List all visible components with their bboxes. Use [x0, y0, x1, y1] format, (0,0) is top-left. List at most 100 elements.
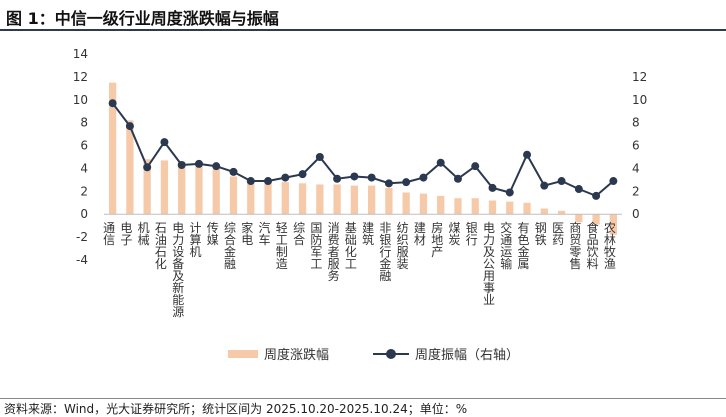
- bar: [385, 187, 393, 215]
- category-label: 农林牧渔: [602, 221, 616, 269]
- right-axis-tick-label: 8: [632, 116, 640, 130]
- amplitude-point: [298, 170, 307, 179]
- left-axis-tick-label: 14: [73, 47, 88, 61]
- amplitude-point: [108, 99, 117, 108]
- left-axis-tick-label: 8: [80, 116, 88, 130]
- amplitude-point: [246, 177, 255, 186]
- category-label: 钢铁: [533, 221, 547, 245]
- category-label: 医药: [551, 221, 565, 245]
- left-axis-tick-label: 10: [73, 93, 88, 107]
- bar: [160, 160, 169, 215]
- bar: [368, 185, 376, 215]
- amplitude-point: [471, 162, 480, 171]
- category-label: 电子: [119, 221, 133, 245]
- right-axis-tick-label: 6: [632, 139, 640, 153]
- source-note: 资料来源：Wind，光大证券研究所；统计区间为 2025.10.20-2025.…: [4, 402, 468, 416]
- amplitude-point: [367, 173, 376, 182]
- right-axis-tick-label: 4: [632, 161, 640, 175]
- category-label: 消费者服务: [326, 221, 340, 281]
- bar: [126, 120, 134, 215]
- category-label: 煤炭: [447, 221, 461, 246]
- category-label: 有色金属: [516, 221, 530, 270]
- bar: [437, 195, 445, 215]
- amplitude-point: [177, 161, 186, 170]
- amplitude-point: [315, 153, 324, 161]
- title-divider: [0, 29, 726, 31]
- amplitude-point: [505, 188, 514, 197]
- category-label: 综合: [292, 221, 306, 245]
- category-label: 汽车: [257, 220, 271, 246]
- category-label: 综合金融: [223, 221, 237, 270]
- amplitude-point: [540, 181, 549, 190]
- amplitude-point: [350, 172, 359, 181]
- figure-title: 图 1：中信一级行业周度涨跌幅与振幅: [6, 9, 279, 28]
- bar: [212, 166, 220, 215]
- bar: [143, 159, 151, 215]
- left-axis-tick-label: -4: [76, 253, 88, 267]
- right-axis-tick-label: 12: [632, 70, 647, 84]
- category-label: 国防军工: [309, 221, 323, 269]
- bar: [247, 178, 255, 215]
- bar: [454, 198, 462, 215]
- bar: [523, 202, 531, 215]
- left-axis-tick-label: 4: [80, 161, 88, 175]
- left-axis-tick-label: 12: [73, 70, 88, 84]
- bar: [350, 185, 358, 215]
- amplitude-point: [557, 177, 566, 186]
- amplitude-point: [125, 122, 134, 131]
- category-label: 机械: [136, 221, 150, 245]
- bar: [333, 184, 341, 215]
- amplitude-point: [523, 150, 532, 159]
- bar: [506, 201, 514, 215]
- bar: [471, 198, 479, 215]
- category-label: 石油石化: [153, 221, 167, 270]
- right-axis-tick-label: 0: [632, 207, 640, 221]
- category-label: 电力及公用事业: [482, 221, 496, 305]
- legend-line-label: 周度振幅（右轴）: [415, 348, 520, 363]
- amplitude-point: [609, 177, 618, 186]
- amplitude-point: [333, 174, 342, 183]
- line-marker-icon: [373, 348, 410, 360]
- category-label: 建材: [412, 221, 426, 245]
- left-axis-tick-label: 2: [80, 184, 88, 198]
- left-axis-tick-label: 6: [80, 139, 88, 153]
- category-label: 房地产: [430, 220, 444, 258]
- amplitude-point: [143, 163, 152, 172]
- amplitude-point: [194, 159, 203, 168]
- amplitude-point: [592, 191, 601, 200]
- category-label: 传媒: [205, 220, 219, 245]
- bar: [557, 210, 566, 215]
- bar: [575, 214, 583, 223]
- bar: [402, 192, 410, 215]
- amplitude-point: [488, 183, 497, 192]
- bar: [298, 183, 307, 215]
- amplitude-point: [281, 173, 290, 182]
- amplitude-point: [574, 185, 583, 194]
- legend-bar-label: 周度涨跌幅: [264, 348, 330, 363]
- bar: [264, 181, 272, 215]
- chart-area: -4 -2 0 2 4 6 8 10 12 14 0 2 4 6 8 10 12 通信 电子 机械 石油石化 电力设备及新…: [73, 47, 648, 318]
- legend-item-line: 周度振幅（右轴）: [373, 344, 519, 363]
- amplitude-point: [419, 173, 428, 182]
- bar: [419, 193, 428, 215]
- bar: [229, 176, 238, 215]
- amplitude-point: [264, 177, 273, 186]
- bar: [609, 214, 617, 235]
- amplitude-point: [436, 158, 445, 167]
- category-label: 食品饮料: [585, 220, 599, 269]
- amplitude-point: [229, 167, 238, 176]
- bar: [540, 208, 548, 215]
- category-label: 家电: [240, 220, 254, 245]
- right-axis-tick-label: 10: [632, 93, 647, 107]
- category-label: 基础化工: [343, 221, 357, 269]
- bar: [488, 200, 497, 215]
- category-label: 纺织服装: [395, 221, 409, 270]
- left-axis-tick-label: 0: [80, 207, 88, 221]
- bar: [316, 184, 324, 215]
- title-bar: 图 1：中信一级行业周度涨跌幅与振幅: [0, 0, 726, 31]
- footer-divider: [0, 398, 726, 399]
- category-label: 建筑: [361, 221, 375, 245]
- bar: [109, 82, 117, 215]
- amplitude-point: [212, 162, 221, 171]
- legend-item-bar: 周度涨跌幅: [228, 344, 329, 363]
